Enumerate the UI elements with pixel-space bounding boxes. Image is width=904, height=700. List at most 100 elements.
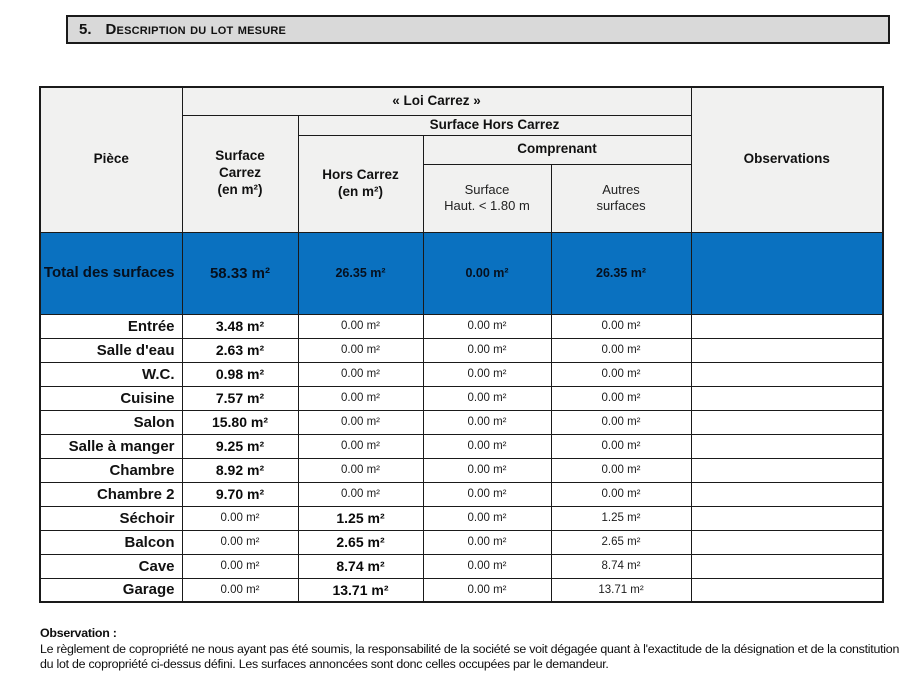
surface-value: 0.00 m² bbox=[297, 361, 424, 387]
observation-label: Observation : bbox=[40, 626, 117, 640]
surface-value: 0.00 m² bbox=[550, 385, 692, 411]
observation-cell bbox=[690, 457, 884, 483]
surface-value: 0.00 m² bbox=[422, 409, 552, 435]
surface-value: 0.00 m² bbox=[181, 529, 299, 555]
table-row: Chambre 2 9.70 m² 0.00 m² 0.00 m² 0.00 m² bbox=[39, 481, 884, 507]
total-autres-surfaces: 26.35 m² bbox=[550, 231, 692, 315]
surface-value: 8.74 m² bbox=[550, 553, 692, 579]
section-header-bar: 5. Description du lot mesure bbox=[66, 15, 890, 44]
surface-value: 0.00 m² bbox=[422, 385, 552, 411]
surface-value: 0.00 m² bbox=[181, 505, 299, 531]
lot-measure-table: Pièce « Loi Carrez » Observations Surfac… bbox=[39, 86, 885, 603]
surface-value: 2.63 m² bbox=[181, 337, 299, 363]
observation-cell bbox=[690, 409, 884, 435]
surface-value: 0.00 m² bbox=[297, 457, 424, 483]
total-surface-carrez: 58.33 m² bbox=[181, 231, 299, 315]
total-hors-carrez: 26.35 m² bbox=[297, 231, 424, 315]
room-name: Salon bbox=[39, 409, 183, 435]
table-row: W.C. 0.98 m² 0.00 m² 0.00 m² 0.00 m² bbox=[39, 361, 884, 387]
surface-value: 2.65 m² bbox=[297, 529, 424, 555]
room-name: Salle à manger bbox=[39, 433, 183, 459]
surface-value: 0.00 m² bbox=[422, 433, 552, 459]
observation-cell bbox=[690, 385, 884, 411]
surface-value: 0.00 m² bbox=[550, 433, 692, 459]
surface-value: 0.00 m² bbox=[422, 457, 552, 483]
surface-value: 15.80 m² bbox=[181, 409, 299, 435]
room-name: Cuisine bbox=[39, 385, 183, 411]
section-number: 5. bbox=[79, 21, 92, 38]
surface-value: 8.92 m² bbox=[181, 457, 299, 483]
header-observations: Observations bbox=[690, 86, 884, 233]
surface-value: 8.74 m² bbox=[297, 553, 424, 579]
surface-value: 0.00 m² bbox=[550, 361, 692, 387]
surface-value: 0.00 m² bbox=[550, 313, 692, 339]
surface-value: 0.00 m² bbox=[422, 481, 552, 507]
observation-cell bbox=[690, 529, 884, 555]
surface-value: 0.00 m² bbox=[181, 553, 299, 579]
observation-text: Le règlement de copropriété ne nous ayan… bbox=[40, 642, 900, 672]
table-body: Total des surfaces 58.33 m² 26.35 m² 0.0… bbox=[39, 231, 884, 603]
surface-value: 1.25 m² bbox=[297, 505, 424, 531]
surface-value: 0.00 m² bbox=[181, 577, 299, 603]
surface-value: 0.00 m² bbox=[422, 553, 552, 579]
surface-value: 3.48 m² bbox=[181, 313, 299, 339]
total-row: Total des surfaces 58.33 m² 26.35 m² 0.0… bbox=[39, 231, 884, 315]
room-name: Salle d'eau bbox=[39, 337, 183, 363]
surface-value: 0.00 m² bbox=[550, 337, 692, 363]
room-name: W.C. bbox=[39, 361, 183, 387]
room-name: Balcon bbox=[39, 529, 183, 555]
surface-value: 0.00 m² bbox=[422, 337, 552, 363]
table-row: Salon 15.80 m² 0.00 m² 0.00 m² 0.00 m² bbox=[39, 409, 884, 435]
observation-cell bbox=[690, 337, 884, 363]
header-surface-carrez: Surface Carrez (en m²) bbox=[181, 114, 299, 233]
header-surface-hors-carrez: Surface Hors Carrez bbox=[297, 114, 692, 136]
surface-value: 0.00 m² bbox=[297, 481, 424, 507]
observation-cell bbox=[690, 577, 884, 603]
surface-value: 9.25 m² bbox=[181, 433, 299, 459]
surface-value: 0.00 m² bbox=[297, 409, 424, 435]
surface-value: 0.00 m² bbox=[550, 481, 692, 507]
table-row: Cuisine 7.57 m² 0.00 m² 0.00 m² 0.00 m² bbox=[39, 385, 884, 411]
room-name: Entrée bbox=[39, 313, 183, 339]
observation-cell bbox=[690, 481, 884, 507]
header-loi-carrez: « Loi Carrez » bbox=[181, 86, 692, 116]
surface-value: 0.00 m² bbox=[297, 433, 424, 459]
surface-value: 0.00 m² bbox=[422, 361, 552, 387]
surface-value: 13.71 m² bbox=[550, 577, 692, 603]
observation-cell bbox=[690, 313, 884, 339]
room-name: Garage bbox=[39, 577, 183, 603]
surface-value: 0.00 m² bbox=[422, 505, 552, 531]
surface-value: 0.00 m² bbox=[297, 385, 424, 411]
table-row: Chambre 8.92 m² 0.00 m² 0.00 m² 0.00 m² bbox=[39, 457, 884, 483]
table-row: Séchoir 0.00 m² 1.25 m² 0.00 m² 1.25 m² bbox=[39, 505, 884, 531]
total-surface-haut: 0.00 m² bbox=[422, 231, 552, 315]
surface-value: 0.00 m² bbox=[297, 313, 424, 339]
surface-value: 0.00 m² bbox=[550, 457, 692, 483]
surface-value: 0.00 m² bbox=[297, 337, 424, 363]
table-row: Garage 0.00 m² 13.71 m² 0.00 m² 13.71 m² bbox=[39, 577, 884, 603]
surface-value: 13.71 m² bbox=[297, 577, 424, 603]
section-title: Description du lot mesure bbox=[105, 21, 287, 38]
table-row: Salle à manger 9.25 m² 0.00 m² 0.00 m² 0.00 … bbox=[39, 433, 884, 459]
table-row: Entrée 3.48 m² 0.00 m² 0.00 m² 0.00 m² bbox=[39, 313, 884, 339]
room-name: Chambre bbox=[39, 457, 183, 483]
surface-value: 1.25 m² bbox=[550, 505, 692, 531]
surface-value: 0.00 m² bbox=[422, 529, 552, 555]
surface-value: 0.00 m² bbox=[550, 409, 692, 435]
header-surface-haut: Surface Haut. < 1.80 m bbox=[422, 163, 552, 233]
room-name: Cave bbox=[39, 553, 183, 579]
observation-cell bbox=[690, 433, 884, 459]
total-observations bbox=[690, 231, 884, 315]
header-hors-carrez: Hors Carrez (en m²) bbox=[297, 134, 424, 233]
room-name: Séchoir bbox=[39, 505, 183, 531]
surface-value: 0.00 m² bbox=[422, 577, 552, 603]
observation-cell bbox=[690, 505, 884, 531]
header-comprenant: Comprenant bbox=[422, 134, 692, 165]
observation-cell bbox=[690, 361, 884, 387]
surface-value: 0.98 m² bbox=[181, 361, 299, 387]
table-row: Balcon 0.00 m² 2.65 m² 0.00 m² 2.65 m² bbox=[39, 529, 884, 555]
observation-cell bbox=[690, 553, 884, 579]
room-name: Chambre 2 bbox=[39, 481, 183, 507]
table-row: Cave 0.00 m² 8.74 m² 0.00 m² 8.74 m² bbox=[39, 553, 884, 579]
